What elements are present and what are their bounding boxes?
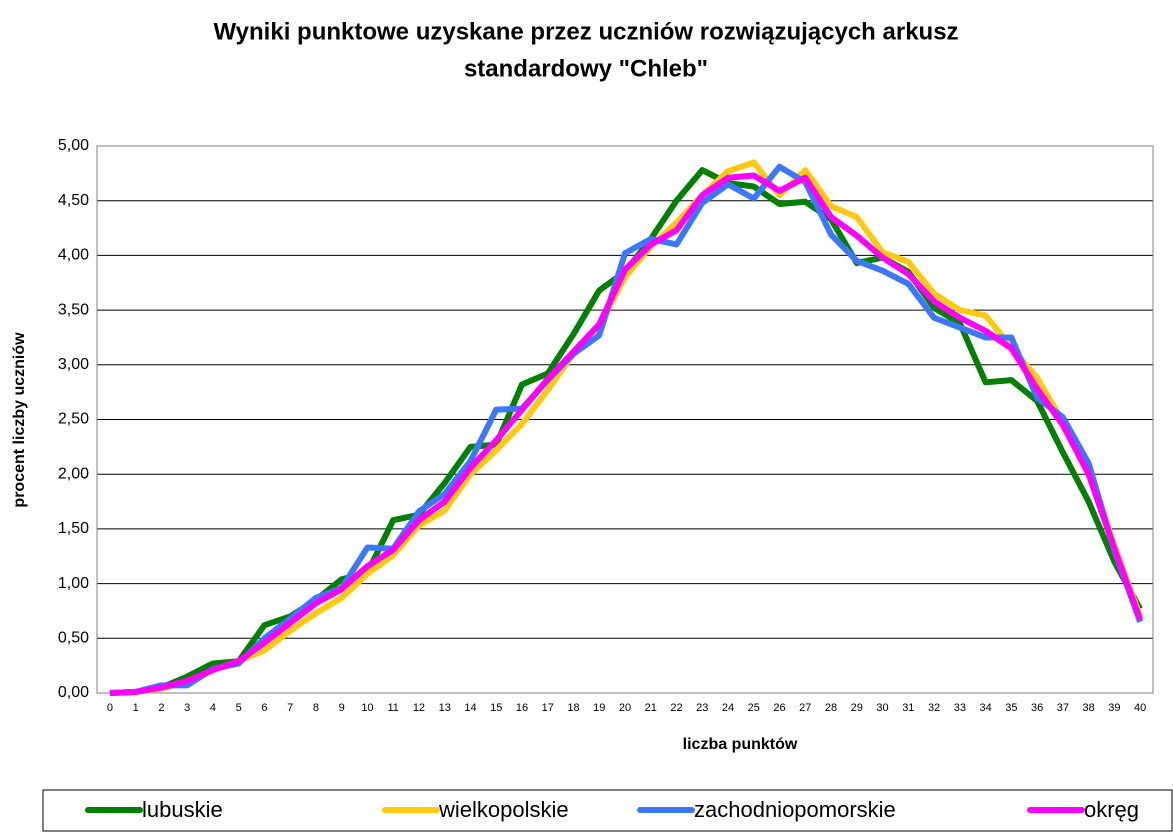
chart-title: standardowy "Chleb" [464, 55, 708, 82]
plot-border [96, 145, 1154, 694]
y-tick-label: 1,00 [58, 575, 89, 592]
x-tick-label: 7 [287, 702, 293, 714]
x-tick-label: 11 [387, 702, 398, 714]
chart-title: Wyniki punktowe uzyskane przez uczniów r… [213, 18, 958, 45]
legend-label: wielkopolskie [438, 797, 569, 822]
x-tick-label: 36 [1031, 702, 1043, 714]
y-tick-label: 4,00 [58, 247, 89, 264]
x-axis-label: liczba punktów [683, 736, 798, 753]
y-tick-label: 2,00 [58, 465, 89, 482]
y-tick-label: 5,00 [58, 137, 89, 154]
x-tick-label: 13 [439, 702, 451, 714]
x-tick-label: 16 [516, 702, 528, 714]
x-tick-label: 30 [876, 702, 888, 714]
x-tick-label: 35 [1005, 702, 1017, 714]
legend-label: zachodniopomorskie [694, 797, 896, 822]
legend-label: lubuskie [142, 797, 223, 822]
x-tick-label: 26 [773, 702, 785, 714]
x-tick-label: 8 [313, 702, 319, 714]
x-tick-label: 40 [1134, 702, 1146, 714]
x-tick-label: 31 [902, 702, 914, 714]
y-tick-label: 1,50 [58, 520, 89, 537]
x-tick-label: 25 [748, 702, 760, 714]
y-tick-label: 2,50 [58, 411, 89, 428]
x-tick-label: 32 [928, 702, 940, 714]
x-tick-label: 18 [567, 702, 579, 714]
series-line [109, 167, 1143, 696]
x-tick-label: 24 [722, 702, 734, 714]
x-tick-label: 37 [1057, 702, 1069, 714]
x-tick-label: 9 [339, 702, 345, 714]
x-tick-label: 14 [464, 702, 476, 714]
x-tick-label: 5 [236, 702, 242, 714]
y-tick-label: 0,00 [58, 684, 89, 701]
x-tick-label: 10 [361, 702, 373, 714]
y-tick-label: 3,00 [58, 356, 89, 373]
x-tick-label: 21 [645, 702, 657, 714]
x-tick-label: 29 [851, 702, 863, 714]
y-tick-label: 0,50 [58, 630, 89, 647]
x-tick-label: 28 [825, 702, 837, 714]
x-tick-label: 17 [542, 702, 554, 714]
x-tick-label: 23 [696, 702, 708, 714]
x-tick-label: 15 [490, 702, 502, 714]
x-tick-label: 19 [593, 702, 605, 714]
x-tick-label: 1 [133, 702, 139, 714]
x-tick-label: 0 [107, 702, 113, 714]
series-line [109, 172, 1143, 696]
x-tick-label: 4 [210, 702, 216, 714]
series-line [109, 163, 1143, 696]
legend-box [42, 789, 1173, 832]
y-tick-label: 4,50 [58, 192, 89, 209]
x-tick-label: 6 [261, 702, 267, 714]
y-tick-label: 3,50 [58, 301, 89, 318]
x-tick-label: 39 [1108, 702, 1120, 714]
x-tick-label: 2 [158, 702, 164, 714]
x-tick-label: 38 [1082, 702, 1094, 714]
y-axis-label: procent liczby uczniów [11, 332, 28, 508]
x-tick-label: 34 [979, 702, 991, 714]
series-line [109, 159, 1143, 696]
x-tick-label: 12 [413, 702, 425, 714]
x-tick-label: 27 [799, 702, 811, 714]
x-tick-label: 20 [619, 702, 631, 714]
x-tick-label: 33 [954, 702, 966, 714]
x-tick-label: 3 [184, 702, 190, 714]
legend-label: okręg [1084, 797, 1139, 822]
x-tick-label: 22 [670, 702, 682, 714]
